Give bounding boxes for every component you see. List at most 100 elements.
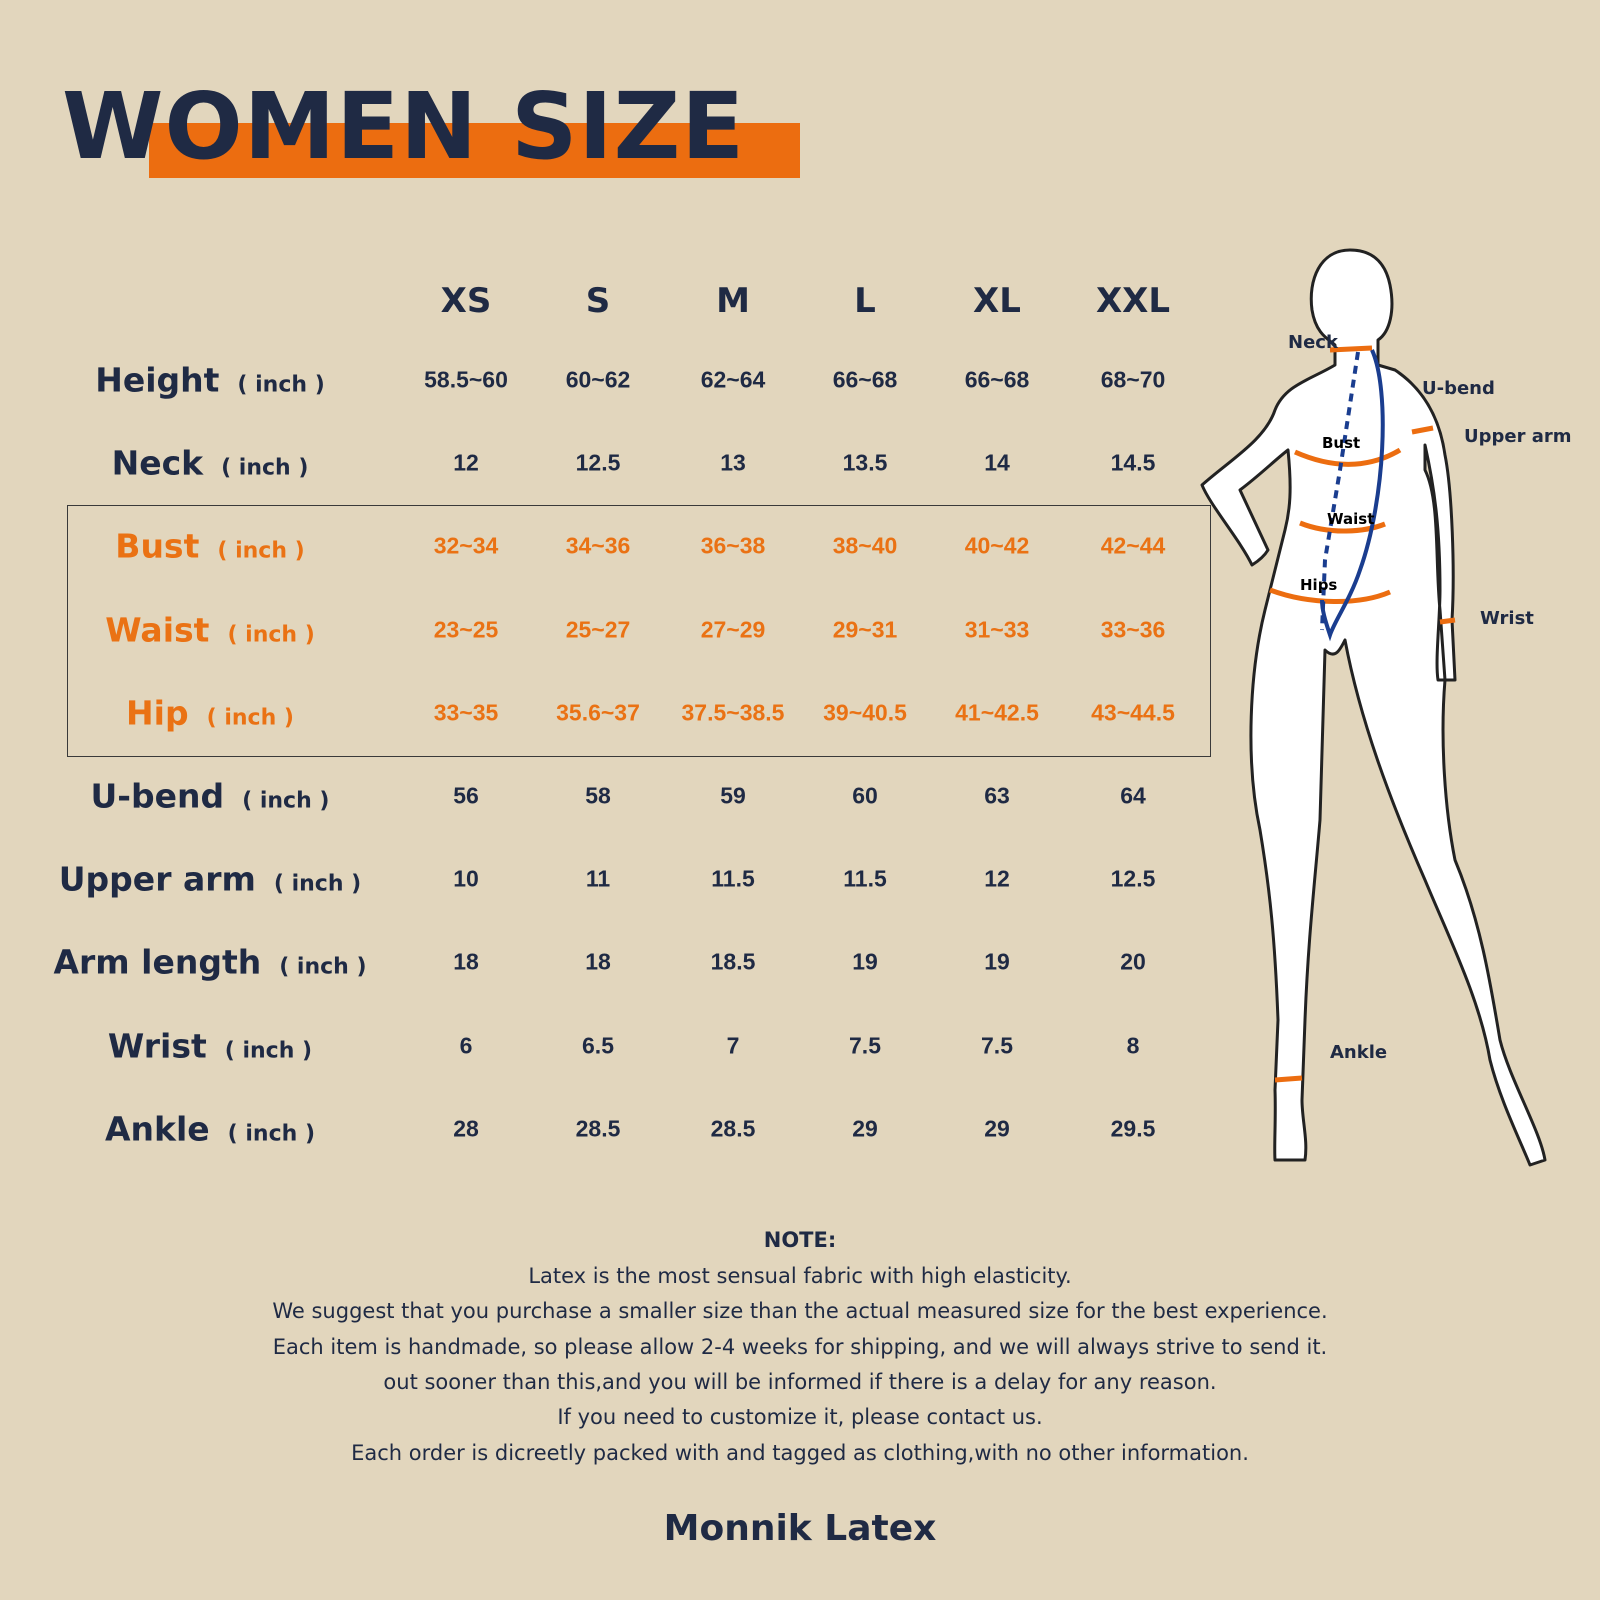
table-cell: 60 (852, 782, 878, 809)
table-cell: 60~62 (565, 366, 631, 393)
size-header-m: M (716, 281, 750, 321)
note-heading: NOTE: (763, 1228, 837, 1252)
table-cell: 27~29 (700, 616, 766, 643)
note-line: Each order is dicreetly packed with and … (351, 1441, 1249, 1465)
table-cell: 41~42.5 (955, 699, 1039, 726)
table-cell: 43~44.5 (1091, 699, 1175, 726)
row-label-bust: Bust ( inch ) (115, 527, 304, 566)
table-cell: 19 (852, 948, 878, 975)
note-line: We suggest that you purchase a smaller s… (272, 1299, 1328, 1323)
table-cell: 64 (1120, 782, 1146, 809)
table-cell: 37.5~38.5 (681, 699, 785, 726)
note-line: out sooner than this,and you will be inf… (383, 1370, 1217, 1394)
table-cell: 59 (720, 782, 746, 809)
table-cell: 68~70 (1100, 366, 1166, 393)
row-label-height: Height ( inch ) (95, 361, 325, 400)
table-cell: 63 (984, 782, 1010, 809)
row-label-u-bend: U-bend ( inch ) (91, 777, 330, 816)
table-cell: 11.5 (843, 865, 887, 892)
row-unit: ( inch ) (279, 954, 367, 980)
row-label-arm-length: Arm length ( inch ) (53, 943, 366, 982)
table-cell: 18 (453, 948, 479, 975)
size-header-xs: XS (440, 281, 492, 321)
row-name: Ankle (104, 1109, 210, 1149)
row-name: Arm length (53, 942, 262, 982)
table-cell: 66~68 (964, 366, 1030, 393)
table-cell: 56 (453, 782, 479, 809)
table-cell: 20 (1120, 948, 1146, 975)
table-cell: 18.5 (710, 948, 756, 975)
size-header-xl: XL (973, 281, 1021, 321)
table-cell: 62~64 (700, 366, 766, 393)
table-cell: 39~40.5 (823, 699, 907, 726)
table-cell: 8 (1126, 1032, 1140, 1059)
table-cell: 42~44 (1100, 532, 1166, 559)
row-unit: ( inch ) (221, 455, 309, 481)
row-unit: ( inch ) (217, 538, 305, 564)
table-cell: 10 (453, 865, 479, 892)
row-label-waist: Waist ( inch ) (105, 610, 315, 649)
label-wrist: Wrist (1480, 608, 1534, 629)
row-label-hip: Hip ( inch ) (126, 693, 294, 732)
table-cell: 32~34 (433, 532, 499, 559)
table-cell: 58 (585, 782, 611, 809)
row-name: Hip (126, 693, 189, 733)
table-cell: 18 (585, 948, 611, 975)
mannequin-illustration (1200, 248, 1547, 1167)
table-cell: 38~40 (832, 532, 898, 559)
row-unit: ( inch ) (273, 871, 362, 897)
table-cell: 6.5 (582, 1032, 614, 1059)
table-cell: 19 (984, 948, 1010, 975)
size-header-xxl: XXL (1095, 281, 1171, 321)
table-cell: 40~42 (964, 532, 1030, 559)
highlight-box (67, 505, 1211, 757)
table-cell: 7.5 (981, 1032, 1013, 1059)
row-name: Neck (111, 443, 204, 483)
table-cell: 25~27 (565, 616, 631, 643)
label-upper-arm: Upper arm (1464, 426, 1572, 447)
table-cell: 36~38 (700, 532, 766, 559)
table-cell: 12.5 (575, 449, 621, 476)
label-hips: Hips (1300, 576, 1338, 594)
row-name: Height (95, 360, 220, 400)
row-unit: ( inch ) (242, 788, 330, 814)
row-name: Waist (105, 610, 210, 650)
note-line: Latex is the most sensual fabric with hi… (528, 1264, 1072, 1288)
row-name: Upper arm (58, 859, 256, 899)
row-name: Bust (115, 526, 200, 566)
table-cell: 13 (720, 449, 746, 476)
table-cell: 28 (453, 1115, 479, 1142)
row-label-ankle: Ankle ( inch ) (105, 1109, 315, 1148)
row-label-wrist: Wrist ( inch ) (108, 1026, 312, 1065)
row-label-upper-arm: Upper arm ( inch ) (59, 860, 361, 899)
label-u-bend: U-bend (1422, 378, 1495, 399)
table-cell: 33~36 (1100, 616, 1166, 643)
table-cell: 12 (984, 865, 1010, 892)
table-cell: 28.5 (575, 1115, 621, 1142)
table-cell: 29 (852, 1115, 878, 1142)
table-cell: 11.5 (711, 865, 755, 892)
table-cell: 29~31 (832, 616, 898, 643)
table-cell: 31~33 (964, 616, 1030, 643)
row-name: Wrist (107, 1026, 207, 1066)
label-bust: Bust (1322, 434, 1361, 452)
table-cell: 11 (585, 865, 611, 892)
table-cell: 13.5 (842, 449, 888, 476)
row-unit: ( inch ) (227, 622, 315, 648)
table-cell: 28.5 (710, 1115, 756, 1142)
table-cell: 7 (726, 1032, 740, 1059)
row-unit: ( inch ) (224, 1038, 313, 1064)
table-cell: 66~68 (832, 366, 898, 393)
title-underline-bar (149, 123, 800, 178)
row-unit: ( inch ) (227, 1121, 316, 1147)
label-waist: Waist (1327, 510, 1375, 528)
table-cell: 7.5 (849, 1032, 881, 1059)
note-line: If you need to customize it, please cont… (557, 1405, 1043, 1429)
page-title: WOMEN SIZE (62, 73, 746, 180)
size-header-s: S (585, 281, 611, 321)
label-neck: Neck (1288, 332, 1338, 353)
row-unit: ( inch ) (237, 372, 325, 398)
table-cell: 35.6~37 (556, 699, 640, 726)
row-unit: ( inch ) (206, 705, 294, 731)
table-cell: 29.5 (1110, 1115, 1156, 1142)
